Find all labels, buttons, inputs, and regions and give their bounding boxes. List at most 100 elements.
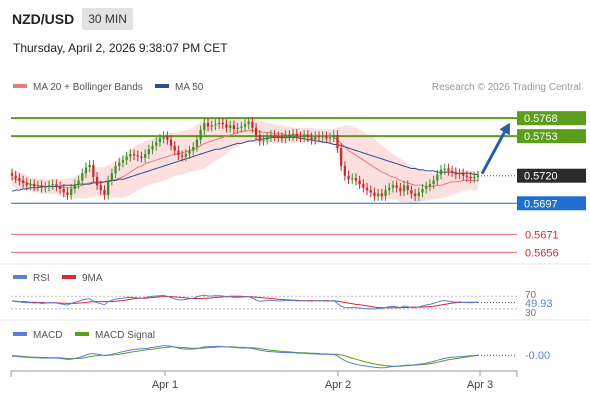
x-axis-tick-label: Apr 2 [325, 379, 351, 391]
candle-body [254, 127, 258, 135]
pivot-level-tag [517, 196, 586, 211]
candle-body [391, 185, 395, 188]
timeframe-button[interactable]: 30 MIN [82, 8, 133, 30]
ma50-legend-swatch [155, 84, 169, 88]
bollinger-band-layer [12, 118, 478, 204]
candle-body [362, 184, 365, 188]
resistance-level-tag [517, 129, 586, 144]
candle-body [29, 184, 32, 186]
candle-body [258, 134, 261, 141]
candle-body [229, 125, 232, 128]
rsi-upper-label: 70 [525, 290, 537, 301]
macd-value-label: -0.00 [525, 350, 550, 362]
candle-body [136, 155, 139, 157]
candle-body [303, 134, 306, 138]
candle-body [55, 184, 58, 187]
candle-body [454, 172, 457, 175]
candle-body [450, 170, 454, 173]
candle-body [114, 166, 117, 174]
rsi-ma-legend-label: 9MA [82, 273, 103, 284]
candle-body [410, 190, 413, 194]
candle-body [214, 124, 217, 126]
ma50-legend-label: MA 50 [175, 82, 204, 93]
macd-legend-label: MACD [33, 330, 62, 341]
candle-body [180, 155, 184, 157]
candle-body [162, 136, 165, 139]
candle-body [373, 192, 376, 197]
rsi-panel-layer [11, 294, 517, 310]
timestamp: Thursday, April 2, 2026 9:38:07 PM CET [13, 41, 228, 55]
support-level-label: 0.5671 [525, 229, 559, 241]
candle-body [243, 124, 247, 127]
candle-body [273, 134, 276, 137]
forecast-arrow-layer [480, 122, 510, 175]
candle-body [33, 184, 36, 187]
candles-layer [10, 116, 480, 201]
candle-body [36, 185, 40, 187]
candle-body [166, 136, 169, 140]
candle-body [288, 134, 291, 137]
bollinger-band [12, 118, 478, 204]
candle-body [110, 173, 113, 181]
candle-body [107, 180, 110, 195]
candle-body [369, 190, 372, 193]
candle-body [325, 136, 328, 139]
candle-body [458, 173, 461, 175]
candle-body [199, 130, 202, 140]
candle-body [269, 134, 273, 138]
candle-body [195, 139, 199, 147]
candle-body [469, 176, 472, 179]
candle-body [77, 180, 80, 185]
candle-body [18, 178, 21, 181]
resistance-level-tag [517, 111, 586, 126]
rsi-value-label: 49.93 [525, 298, 553, 310]
candle-body [92, 164, 95, 177]
candle-body [225, 124, 228, 128]
candle-body [51, 184, 54, 186]
candle-body [310, 137, 313, 140]
candle-body [358, 180, 361, 185]
candle-body [81, 173, 84, 181]
moving-average-layer [11, 129, 478, 192]
candle-body [351, 178, 354, 180]
candle-body [413, 193, 417, 197]
rsi-lower-label: 30 [525, 308, 537, 319]
ma20-legend-swatch [13, 84, 27, 88]
candle-body [377, 193, 380, 197]
candle-body [84, 167, 88, 174]
candle-body [240, 126, 243, 128]
candle-body [25, 182, 28, 186]
candle-body [284, 134, 287, 139]
candle-body [306, 134, 310, 138]
candle-body [425, 186, 428, 189]
candle-body [155, 142, 158, 146]
rsi-legend-label: RSI [33, 273, 50, 284]
candle-body [121, 160, 125, 163]
candle-body [236, 127, 239, 129]
x-axis-labels: Apr 1 Apr 2 Apr 3 [152, 371, 493, 391]
ma20-legend-label: MA 20 + Bollinger Bands [33, 82, 143, 93]
candle-body [462, 173, 465, 176]
candle-body [328, 137, 332, 139]
candle-body [436, 174, 439, 181]
candle-body [291, 133, 295, 137]
candle-body [299, 136, 302, 138]
candle-body [210, 125, 213, 127]
candle-body [266, 137, 269, 140]
candle-body [66, 192, 69, 195]
candle-body [125, 156, 128, 161]
macd-line [11, 345, 479, 369]
candle-body [192, 146, 195, 151]
candle-body [428, 184, 432, 187]
candle-body [217, 122, 221, 125]
candle-body [206, 122, 210, 127]
candle-body [443, 168, 446, 170]
candle-body [380, 193, 383, 197]
candle-body [44, 186, 47, 188]
candle-body [336, 134, 339, 149]
candle-body [432, 180, 435, 185]
candle-body [177, 150, 180, 156]
candle-body [70, 188, 73, 195]
candle-body [340, 148, 343, 167]
